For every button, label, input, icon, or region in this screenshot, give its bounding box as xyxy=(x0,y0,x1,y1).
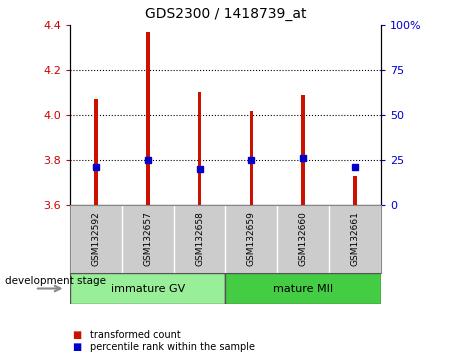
Text: GSM132657: GSM132657 xyxy=(143,211,152,267)
Bar xyxy=(70,273,226,304)
Text: ■: ■ xyxy=(72,330,82,339)
Text: GSM132592: GSM132592 xyxy=(92,212,100,266)
Bar xyxy=(226,273,381,304)
Bar xyxy=(146,32,150,205)
Bar xyxy=(301,95,305,205)
Bar xyxy=(249,110,253,205)
Title: GDS2300 / 1418739_at: GDS2300 / 1418739_at xyxy=(145,7,306,21)
Text: transformed count: transformed count xyxy=(90,330,181,339)
Text: immature GV: immature GV xyxy=(110,284,185,293)
Text: GSM132658: GSM132658 xyxy=(195,211,204,267)
Text: development stage: development stage xyxy=(5,276,106,286)
Bar xyxy=(198,92,202,205)
Text: mature MII: mature MII xyxy=(273,284,333,293)
Bar xyxy=(353,176,357,205)
Bar xyxy=(94,99,98,205)
Text: GSM132659: GSM132659 xyxy=(247,211,256,267)
Text: percentile rank within the sample: percentile rank within the sample xyxy=(90,342,255,352)
Text: ■: ■ xyxy=(72,342,82,352)
Text: GSM132661: GSM132661 xyxy=(351,211,359,267)
Text: GSM132660: GSM132660 xyxy=(299,211,308,267)
